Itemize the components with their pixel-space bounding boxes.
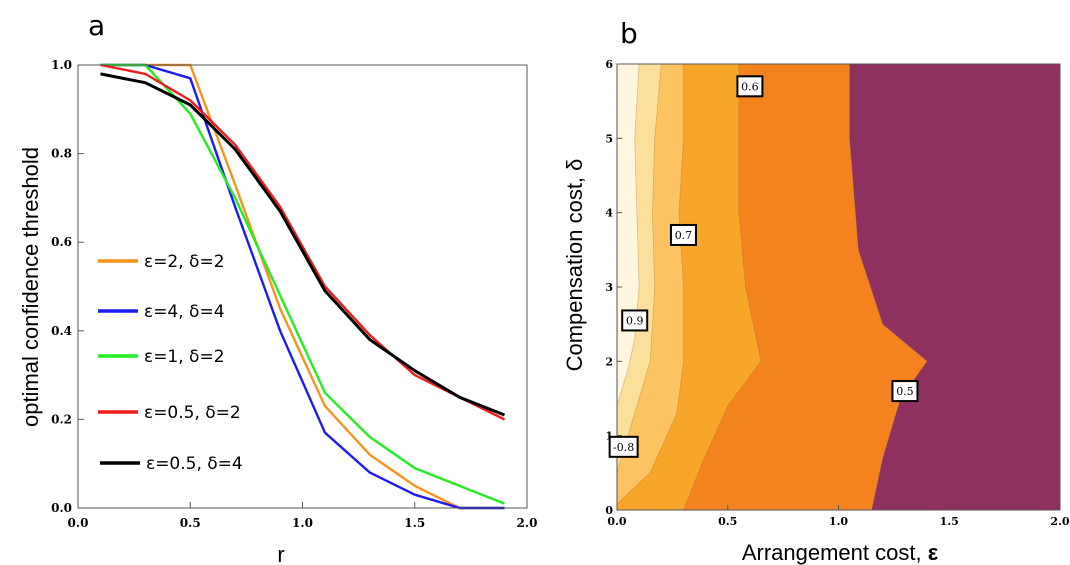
- x-tick-label-b: 1.0: [829, 515, 848, 528]
- axis-ticks-b: 0.00.51.01.52.00123456: [605, 58, 1070, 528]
- series-line-4: [100, 63, 506, 421]
- contour-line-0.6: [683, 64, 762, 511]
- x-tick-label-a: 0.0: [68, 516, 89, 530]
- y-tick-label-b: 5: [605, 132, 613, 145]
- y-tick-label-a: 0.2: [51, 412, 72, 426]
- x-tick-label-b: 0.0: [607, 515, 626, 528]
- x-axis-label-a: r: [277, 542, 284, 565]
- contour-label-1: 0.6: [741, 80, 759, 93]
- contour-label-box-3: [621, 309, 649, 332]
- x-tick-label-a: 1.0: [292, 516, 313, 530]
- series-line-3: [100, 63, 505, 505]
- y-axis-label-a: optimal confidence threshold: [18, 147, 43, 427]
- series-line-2: [100, 63, 505, 510]
- y-tick-label-b: 3: [605, 281, 613, 294]
- y-tick-label-b: 0: [605, 504, 613, 517]
- x-axis-label-b: Arrangement cost, ε: [742, 540, 939, 565]
- x-tick-label-b: 0.5: [718, 515, 737, 528]
- axis-ticks-a: 0.0 0.5 1.0 1.5 2.0 0.0 0.2 0.4 0.6 0.8 1.0: [51, 58, 537, 530]
- contour-line-0.8: [616, 63, 662, 473]
- contour-label-box-1: [736, 75, 764, 98]
- contour-labels: 0.6 0.7 0.9 -0.8 0.5: [608, 75, 919, 458]
- x-tick-label-a: 2.0: [517, 516, 538, 530]
- line-chart: 0.0 0.5 1.0 1.5 2.0 0.0 0.2 0.4 0.6 0.8 1.0 ε=2, δ…: [18, 58, 537, 565]
- contour-line-0.9: [616, 63, 640, 407]
- contour-line-0.5: [849, 64, 928, 511]
- contour-label-3: 0.9: [626, 314, 644, 327]
- x-axis-label-b-symbol: ε: [928, 540, 939, 565]
- y-tick-label-b: 4: [605, 207, 613, 220]
- x-tick-label-a: 0.5: [180, 516, 201, 530]
- contour-label-2: 0.7: [675, 229, 693, 242]
- contour-label-box-5: [891, 380, 919, 403]
- panel-a-label: a: [88, 9, 105, 42]
- x-tick-label-b: 1.5: [940, 515, 959, 528]
- legend-label-2: ε=4, δ=4: [144, 302, 225, 322]
- line-series-group: [100, 63, 506, 510]
- y-tick-label-a: 0.8: [51, 147, 72, 161]
- series-line-5: [100, 72, 506, 417]
- plot-frame-a: [77, 64, 528, 509]
- contour-line-0.7: [616, 64, 684, 505]
- legend-label-3: ε=1, δ=2: [144, 347, 225, 367]
- contour-label-4: -0.8: [613, 441, 634, 454]
- y-tick-label-a: 0.0: [51, 501, 72, 515]
- legend: ε=2, δ=2 ε=4, δ=4 ε=1, δ=2 ε=0.5, δ=2 ε=0.5,…: [98, 252, 243, 474]
- contour-label-box-2: [669, 223, 697, 246]
- legend-label-4: ε=0.5, δ=2: [144, 403, 241, 423]
- y-tick-label-b: 2: [605, 355, 613, 368]
- y-tick-label-a: 0.4: [51, 324, 72, 338]
- x-tick-label-a: 1.5: [404, 516, 425, 530]
- contour-chart: 0.00.51.01.52.00123456 0.60.70.9-0.80.5 …: [562, 58, 1070, 565]
- contour-label-box-4: [608, 435, 639, 458]
- legend-label-5: ε=0.5, δ=4: [146, 454, 243, 474]
- y-tick-label-a: 1.0: [51, 58, 72, 72]
- y-tick-label-a: 0.6: [51, 235, 72, 249]
- series-line-1: [100, 63, 505, 510]
- contour-fills: [616, 63, 1060, 511]
- y-tick-label-b: 6: [605, 58, 613, 71]
- x-tick-label-b: 2.0: [1050, 515, 1069, 528]
- y-axis-label-b: Compensation cost, δ: [562, 159, 587, 372]
- panel-b-label: b: [620, 17, 638, 50]
- legend-label-1: ε=2, δ=2: [144, 252, 225, 272]
- x-axis-label-b-text: Arrangement cost,: [742, 540, 928, 565]
- contour-label-5: 0.5: [896, 385, 914, 398]
